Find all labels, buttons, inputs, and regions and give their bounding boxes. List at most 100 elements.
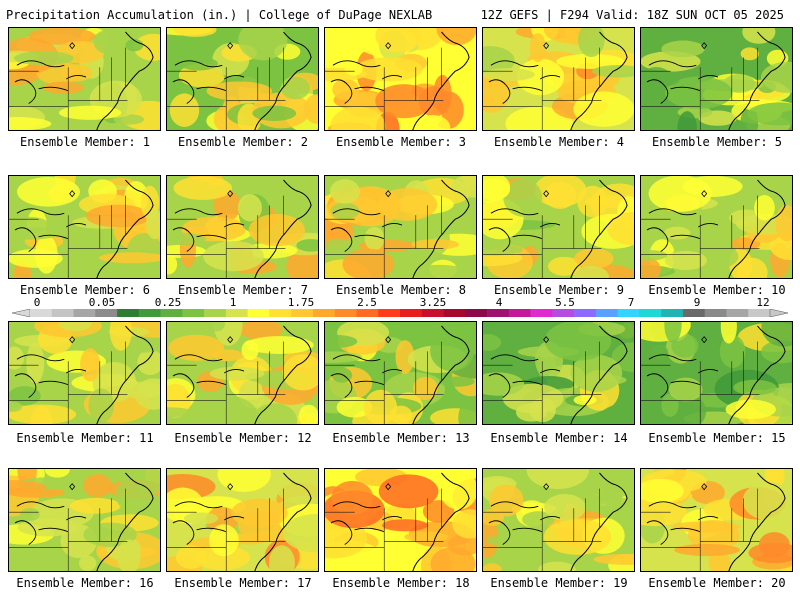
- precip-contour-blob: [483, 372, 525, 396]
- precip-contour-blob: [413, 376, 438, 401]
- ensemble-member-map: [324, 468, 477, 572]
- precip-contour-blob: [43, 81, 84, 95]
- ensemble-member-label: Ensemble Member: 17: [174, 576, 312, 590]
- precip-contour-blob: [109, 322, 132, 351]
- ensemble-member-map: [324, 321, 477, 425]
- precip-contour-blob: [117, 539, 141, 571]
- precip-contour-blob: [244, 336, 314, 354]
- coastline: [570, 472, 628, 571]
- precip-contour-blob: [175, 545, 207, 569]
- precip-contour-blob: [330, 202, 360, 220]
- precip-contour-blob: [526, 469, 590, 490]
- precip-contour-blob: [577, 28, 605, 58]
- precip-contour-blob: [206, 81, 273, 101]
- ensemble-member-label: Ensemble Member: 6: [19, 283, 151, 297]
- location-marker-icon: [385, 190, 392, 198]
- coastline: [254, 31, 312, 130]
- location-marker-icon: [385, 42, 392, 50]
- ensemble-member-map: [166, 175, 319, 279]
- precip-contour-blob: [9, 346, 25, 370]
- precip-contour-blob: [268, 545, 295, 571]
- coastline: [728, 179, 786, 278]
- precip-contour-blob: [203, 241, 264, 272]
- precip-contour-blob: [167, 232, 207, 245]
- coastline: [412, 179, 470, 278]
- precip-contour-blob: [231, 498, 288, 528]
- colorbar-swatch: [30, 309, 53, 317]
- precip-contour-blob: [577, 185, 609, 218]
- precip-contour-blob: [454, 51, 476, 92]
- great-lakes-outline: [172, 501, 245, 545]
- location-marker-icon: [543, 42, 550, 50]
- precip-contour-blob: [197, 395, 259, 424]
- precip-contour-blob: [9, 401, 22, 412]
- precip-contour-blob: [9, 544, 37, 559]
- precip-contour-blob: [572, 265, 609, 278]
- colorbar-swatch: [95, 309, 118, 317]
- coastline: [254, 472, 312, 571]
- colorbar-tick-label: 5.5: [555, 296, 575, 309]
- precip-contour-blob: [238, 28, 288, 61]
- precip-contour-blob: [761, 61, 792, 93]
- precip-contour-blob: [682, 176, 743, 197]
- precip-contour-blob: [742, 28, 776, 44]
- precip-contour-blob: [664, 250, 708, 271]
- great-lakes-outline: [488, 354, 561, 398]
- precip-contour-blob: [115, 479, 145, 511]
- precip-contour-blob: [58, 322, 92, 332]
- precip-contour-blob: [88, 388, 115, 423]
- precip-contour-blob: [641, 28, 666, 53]
- precip-contour-blob: [677, 111, 697, 130]
- state-boundaries: [483, 47, 602, 130]
- state-boundaries: [167, 195, 286, 278]
- state-boundaries: [9, 341, 128, 424]
- precip-contour-blob: [217, 469, 271, 492]
- ensemble-member-map: [482, 468, 635, 572]
- location-marker-icon: [701, 483, 708, 491]
- ensemble-member-map: [166, 468, 319, 572]
- state-boundaries: [167, 341, 286, 424]
- precip-contour-blob: [483, 563, 502, 571]
- precip-contour-blob: [516, 58, 565, 96]
- ensemble-member-label: Ensemble Member: 15: [648, 431, 786, 445]
- precip-contour-blob: [9, 117, 52, 130]
- colorbar-swatch: [574, 309, 597, 317]
- precip-contour-blob: [664, 322, 682, 343]
- state-boundaries: [483, 341, 602, 424]
- precip-contour-blob: [447, 534, 476, 556]
- precip-contour-blob: [661, 393, 679, 417]
- colorbar-min-arrow: [12, 309, 31, 317]
- precip-contour-blob: [641, 499, 687, 527]
- precip-contour-blob: [574, 248, 614, 269]
- precip-contour-blob: [9, 480, 46, 495]
- precip-contour-blob: [754, 195, 775, 221]
- precip-contour-blob: [82, 474, 112, 498]
- location-marker-icon: [69, 483, 76, 491]
- precip-contour-blob: [708, 551, 731, 571]
- colorbar-swatch: [443, 309, 466, 317]
- ensemble-member-label: Ensemble Member: 18: [332, 576, 470, 590]
- colorbar-swatch: [530, 309, 553, 317]
- coastline: [570, 325, 628, 424]
- precip-contour-blob: [298, 404, 318, 424]
- precip-contour-blob: [556, 53, 625, 69]
- precip-contour-blob: [168, 334, 225, 361]
- precip-contour-blob: [169, 93, 200, 127]
- colorbar-swatch: [400, 309, 423, 317]
- state-boundaries: [325, 341, 444, 424]
- precip-contour-blob: [503, 178, 543, 217]
- precip-contour-blob: [483, 244, 523, 256]
- coastline: [570, 179, 628, 278]
- precip-contour-blob: [641, 342, 670, 373]
- precip-contour-blob: [641, 478, 684, 504]
- precip-contour-blob: [489, 484, 524, 517]
- colorbar-swatch: [487, 309, 510, 317]
- colorbar-swatch: [661, 309, 684, 317]
- great-lakes-outline: [14, 501, 87, 545]
- coastline: [412, 31, 470, 130]
- great-lakes-outline: [646, 354, 719, 398]
- precip-contour-blob: [404, 531, 449, 543]
- precip-contour-blob: [573, 91, 634, 127]
- precip-contour-blob: [364, 226, 385, 251]
- ensemble-member-map: [8, 468, 161, 572]
